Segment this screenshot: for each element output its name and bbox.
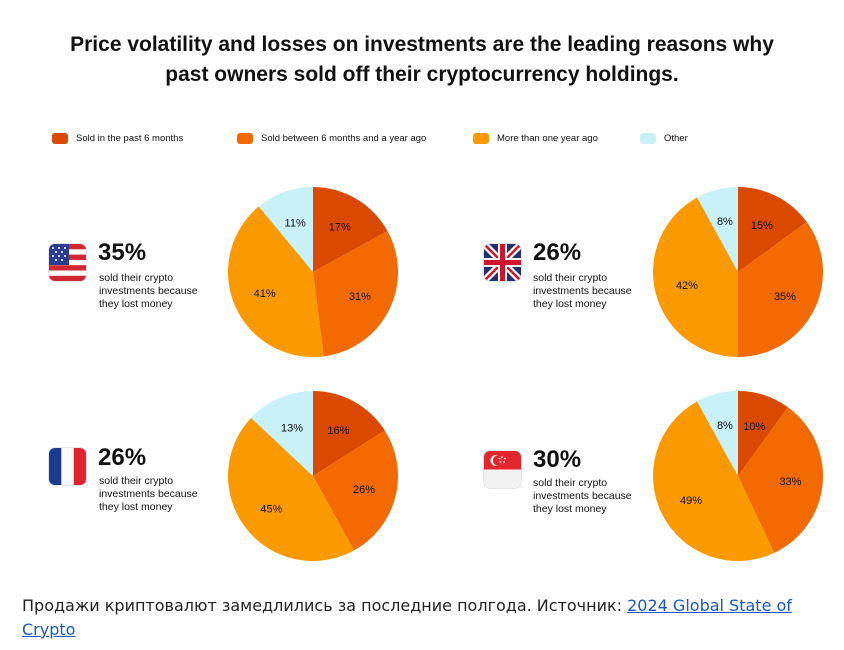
pie-slice-label: 45% (260, 503, 282, 515)
pie-slice-over-one-year (228, 206, 324, 357)
pie-slice-label: 10% (743, 421, 765, 433)
pie-slice-over-one-year (653, 197, 738, 357)
pie-slice-past-6-months (313, 187, 388, 272)
legend-label: Sold in the past 6 months (76, 133, 184, 144)
pie-slice-6-to-12-months (313, 231, 398, 357)
stat-percent-uk: 26% (533, 239, 582, 266)
legend-item-other: Other (640, 133, 688, 144)
legend-item-6-to-12-months: Sold between 6 months and a year ago (237, 133, 426, 144)
pie-chart-singapore: 10% 33% 49% 8% (653, 391, 823, 561)
pie-slice-6-to-12-months (738, 407, 823, 553)
pie-slice-label: 8% (717, 420, 733, 432)
source-link[interactable]: 2024 Global State of Crypto (22, 596, 792, 639)
legend-label: Other (664, 133, 688, 144)
pie-slice-other (697, 391, 738, 476)
stat-description-singapore: sold their crypto investments because th… (533, 477, 653, 516)
pie-slice-other (251, 391, 313, 476)
stat-line: sold their crypto (99, 272, 174, 284)
pie-slice-6-to-12-months (738, 222, 823, 357)
pie-slice-label: 15% (751, 220, 773, 232)
legend-item-over-one-year: More than one year ago (473, 133, 598, 144)
stat-percent-singapore: 30% (533, 446, 582, 473)
france-flag-icon (49, 448, 86, 485)
stat-line: investments because (99, 285, 198, 297)
chart-title: Price volatility and losses on investmen… (20, 30, 824, 90)
title-line-2: past owners sold off their cryptocurrenc… (165, 63, 679, 86)
legend-label: Sold between 6 months and a year ago (261, 133, 427, 144)
legend-swatch (473, 133, 489, 144)
legend-swatch (640, 133, 656, 144)
pie-slice-past-6-months (738, 391, 788, 476)
caption: Продажи криптовалют замедлились за после… (22, 594, 832, 642)
pie-slice-other (697, 187, 738, 272)
stat-description-france: sold their crypto investments because th… (99, 475, 219, 514)
pie-slice-label: 26% (353, 484, 375, 496)
legend-swatch (52, 133, 68, 144)
pie-chart-us: 17% 31% 41% 11% (228, 187, 398, 357)
caption-text: Продажи криптовалют замедлились за после… (22, 596, 628, 615)
pie-slice-label: 13% (281, 423, 303, 435)
pie-slice-over-one-year (227, 417, 354, 561)
legend: Sold in the past 6 months Sold between 6… (0, 133, 844, 149)
uk-flag-icon (484, 244, 521, 281)
pie-chart-uk: 15% 35% 42% 8% (653, 187, 823, 357)
stat-line: they lost money (533, 298, 607, 310)
pie-slice-label: 17% (329, 222, 351, 234)
stat-line: investments because (99, 488, 198, 500)
legend-swatch (237, 133, 253, 144)
stat-line: they lost money (99, 298, 173, 310)
title-line-1: Price volatility and losses on investmen… (70, 33, 774, 56)
singapore-flag-icon (484, 451, 521, 488)
pie-slice-label: 11% (285, 217, 306, 229)
stat-percent-france: 26% (98, 444, 147, 471)
stat-line: investments because (533, 285, 632, 297)
pie-slice-label: 16% (327, 425, 349, 437)
pie-slice-label: 35% (774, 291, 796, 303)
pie-slice-label: 41% (254, 288, 276, 300)
pie-slice-label: 33% (779, 476, 801, 488)
legend-item-past-6-months: Sold in the past 6 months (52, 133, 183, 144)
pie-slice-6-to-12-months (313, 430, 398, 551)
pie-slice-label: 42% (676, 280, 698, 292)
pie-chart-france: 16% 26% 45% 13% (227, 391, 398, 561)
pie-slice-label: 49% (680, 495, 702, 507)
pie-slice-past-6-months (313, 391, 385, 476)
pie-slice-label: 31% (349, 291, 371, 303)
stat-line: they lost money (533, 503, 607, 515)
us-flag-icon (49, 244, 86, 281)
pie-slice-other (258, 187, 313, 272)
stat-line: they lost money (99, 501, 173, 513)
stat-description-uk: sold their crypto investments because th… (533, 272, 653, 311)
legend-label: More than one year ago (497, 133, 598, 144)
stat-description-us: sold their crypto investments because th… (99, 272, 219, 311)
stat-line: sold their crypto (99, 475, 174, 487)
stat-line: investments because (533, 490, 632, 502)
pie-slice-label: 8% (717, 216, 733, 228)
stat-percent-us: 35% (98, 239, 147, 266)
stat-line: sold their crypto (533, 477, 608, 489)
pie-slice-over-one-year (653, 401, 775, 561)
pie-slice-past-6-months (738, 187, 807, 272)
stat-line: sold their crypto (533, 272, 608, 284)
